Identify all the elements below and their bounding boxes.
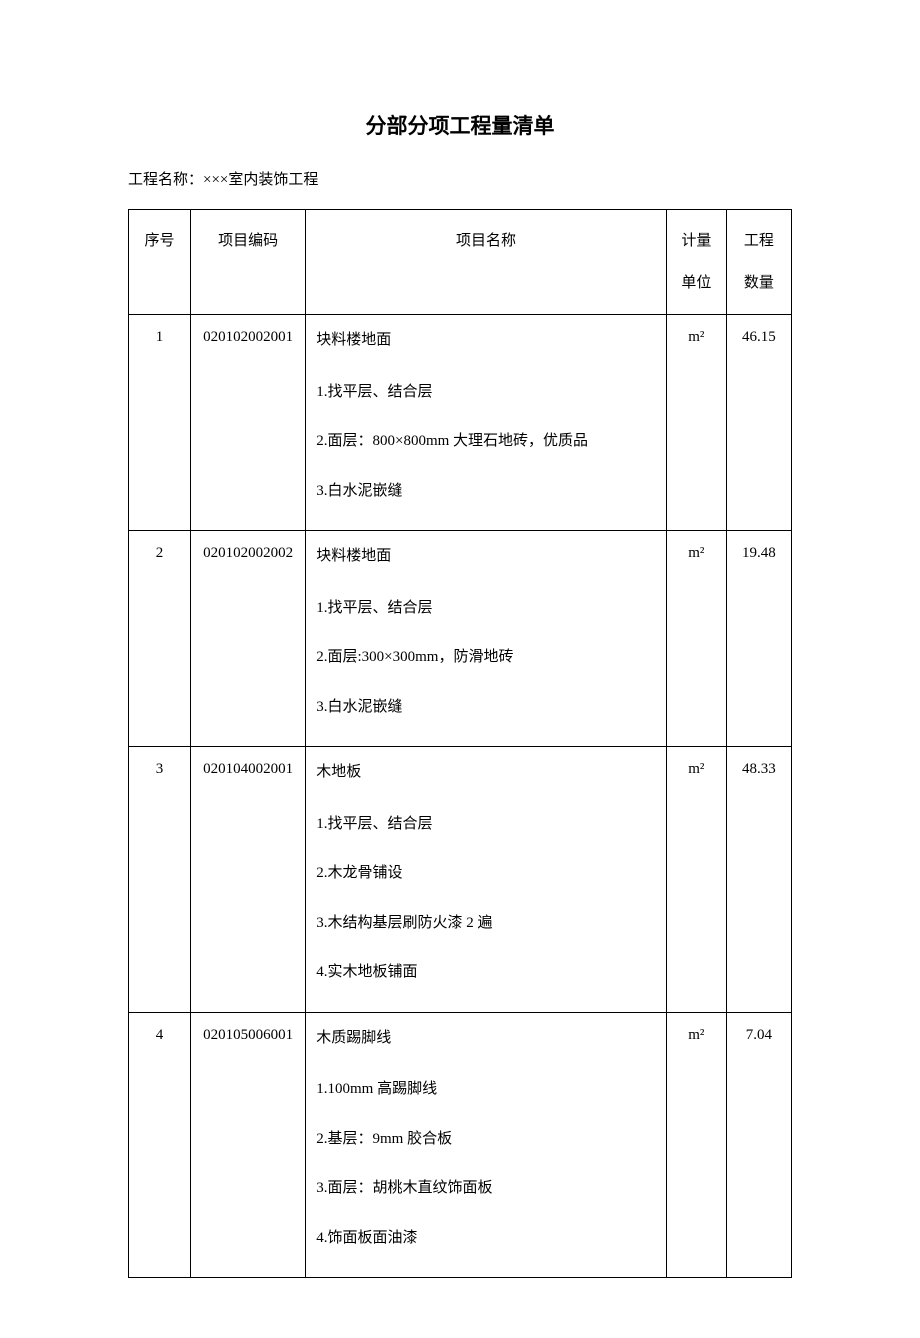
cell-seq: 3 — [129, 747, 191, 1013]
name-line: 2.面层:300×300mm，防滑地砖 — [316, 633, 656, 683]
name-line: 块料楼地面 — [316, 329, 656, 368]
cell-code: 020102002001 — [191, 315, 306, 531]
name-line: 3.白水泥嵌缝 — [316, 467, 656, 517]
cell-code: 020104002001 — [191, 747, 306, 1013]
table-row: 1020102002001块料楼地面1.找平层、结合层2.面层：800×800m… — [129, 315, 792, 531]
name-line: 4.饰面板面油漆 — [316, 1214, 656, 1264]
cell-qty: 48.33 — [726, 747, 791, 1013]
cell-unit: m² — [666, 747, 726, 1013]
name-line: 4.实木地板铺面 — [316, 948, 656, 998]
name-line: 1.找平层、结合层 — [316, 584, 656, 634]
cell-unit: m² — [666, 531, 726, 747]
col-header-unit: 计量单位 — [666, 210, 726, 315]
name-line: 3.白水泥嵌缝 — [316, 683, 656, 733]
table-row: 4020105006001木质踢脚线1.100mm 高踢脚线2.基层：9mm 胶… — [129, 1012, 792, 1278]
name-line: 2.面层：800×800mm 大理石地砖，优质品 — [316, 417, 656, 467]
cell-qty: 7.04 — [726, 1012, 791, 1278]
cell-seq: 4 — [129, 1012, 191, 1278]
name-line: 1.找平层、结合层 — [316, 368, 656, 418]
cell-unit: m² — [666, 1012, 726, 1278]
table-row: 3020104002001木地板1.找平层、结合层2.木龙骨铺设3.木结构基层刷… — [129, 747, 792, 1013]
name-line: 1.找平层、结合层 — [316, 800, 656, 850]
name-line: 木地板 — [316, 761, 656, 800]
table-header-row: 序号 项目编码 项目名称 计量单位 工程数量 — [129, 210, 792, 315]
name-line: 3.木结构基层刷防火漆 2 遍 — [316, 899, 656, 949]
cell-unit: m² — [666, 315, 726, 531]
cell-seq: 2 — [129, 531, 191, 747]
cell-name: 块料楼地面1.找平层、结合层2.面层：800×800mm 大理石地砖，优质品3.… — [306, 315, 667, 531]
name-line: 2.木龙骨铺设 — [316, 849, 656, 899]
col-header-name: 项目名称 — [306, 210, 667, 315]
cell-code: 020105006001 — [191, 1012, 306, 1278]
name-line: 块料楼地面 — [316, 545, 656, 584]
cell-qty: 46.15 — [726, 315, 791, 531]
cell-code: 020102002002 — [191, 531, 306, 747]
project-name-label: 工程名称：×××室内装饰工程 — [128, 168, 792, 189]
name-line: 木质踢脚线 — [316, 1027, 656, 1066]
cell-qty: 19.48 — [726, 531, 791, 747]
cell-seq: 1 — [129, 315, 191, 531]
table-row: 2020102002002块料楼地面1.找平层、结合层2.面层:300×300m… — [129, 531, 792, 747]
col-header-seq: 序号 — [129, 210, 191, 315]
col-header-code: 项目编码 — [191, 210, 306, 315]
cell-name: 木质踢脚线1.100mm 高踢脚线2.基层：9mm 胶合板3.面层：胡桃木直纹饰… — [306, 1012, 667, 1278]
name-line: 1.100mm 高踢脚线 — [316, 1065, 656, 1115]
cell-name: 木地板1.找平层、结合层2.木龙骨铺设3.木结构基层刷防火漆 2 遍4.实木地板… — [306, 747, 667, 1013]
quantity-table: 序号 项目编码 项目名称 计量单位 工程数量 1020102002001块料楼地… — [128, 209, 792, 1278]
cell-name: 块料楼地面1.找平层、结合层2.面层:300×300mm，防滑地砖3.白水泥嵌缝 — [306, 531, 667, 747]
name-line: 2.基层：9mm 胶合板 — [316, 1115, 656, 1165]
col-header-qty: 工程数量 — [726, 210, 791, 315]
name-line: 3.面层：胡桃木直纹饰面板 — [316, 1164, 656, 1214]
page-title: 分部分项工程量清单 — [128, 110, 792, 140]
